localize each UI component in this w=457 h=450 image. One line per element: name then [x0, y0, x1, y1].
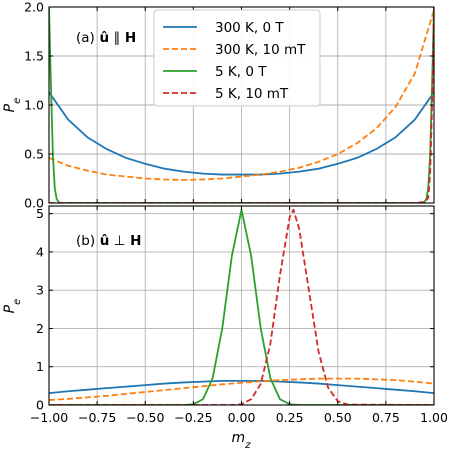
x-tick-label: 0.75: [372, 410, 400, 425]
ylabel-b: Pe: [2, 299, 23, 314]
y-tick-label: 2.0: [24, 0, 44, 15]
legend-label-300-k-10-mt: 300 K, 10 mT: [215, 42, 306, 58]
y-tick-label: 1.0: [24, 98, 44, 113]
legend-label-300-k-0-t: 300 K, 0 T: [215, 20, 284, 36]
ylabel-a: Pe: [2, 98, 23, 113]
panel-b-perpendicular: −1.00 −0.75 −0.50 −0.25 0.00 0.25 0.50 0.75 1.00…: [2, 205, 448, 450]
xlabel: mz: [232, 430, 252, 450]
y-tick-label: 2: [36, 321, 44, 336]
y-tick-label: 0.5: [24, 147, 44, 162]
series-line-5-k-10-mt: [49, 7, 434, 203]
y-tick-label: 1.5: [24, 49, 44, 64]
legend-label-5-k-10-mt: 5 K, 10 mT: [215, 86, 289, 102]
x-tick-label: 0.50: [324, 410, 352, 425]
y-tick-label: 1: [36, 359, 44, 374]
series-line-5-k-0-t: [49, 7, 434, 203]
y-tick-label: 0: [36, 398, 44, 413]
ticks-a: 0.0 0.5 1.0 1.5 2.0: [24, 0, 435, 211]
y-tick-label: 3: [36, 283, 44, 298]
x-tick-label: 0.00: [228, 410, 256, 425]
panel-label-a: (a) û ∥ H: [76, 30, 136, 46]
series-line-300-k-0-t: [49, 379, 434, 395]
panel-a-parallel: 0.00.51.01.52.0 (a) û ∥ H Pe 300 K, 0 T3…: [2, 0, 435, 211]
y-tick-label: 4: [36, 244, 44, 259]
x-tick-label: −0.50: [126, 410, 164, 425]
y-tick-label: 5: [36, 206, 44, 221]
legend-box: [153, 9, 321, 107]
series-line-300-k-0-t: [49, 91, 434, 176]
x-tick-label: −1.00: [30, 410, 68, 425]
series-line-300-k-10-mt: [49, 9, 434, 181]
x-tick-label: 0.25: [276, 410, 304, 425]
series-a: [49, 7, 434, 203]
ticks-b: −1.00 −0.75 −0.50 −0.25 0.00 0.25 0.50 0.75 1.00…: [30, 206, 448, 425]
y-tick-label: 0.0: [24, 196, 44, 211]
x-tick-label: −0.25: [174, 410, 212, 425]
legend-label-5-k-0-t: 5 K, 0 T: [215, 64, 267, 80]
series-line-300-k-10-mt: [49, 377, 434, 401]
series-line-5-k-10-mt: [49, 208, 434, 405]
legend: 300 K, 0 T 300 K, 10 mT 5 K, 0 T 5 K, 10 mT: [153, 9, 321, 107]
x-tick-label: 1.00: [420, 410, 448, 425]
panel-label-b: (b) û ⊥ H: [76, 233, 141, 249]
x-tick-label: −0.75: [78, 410, 116, 425]
